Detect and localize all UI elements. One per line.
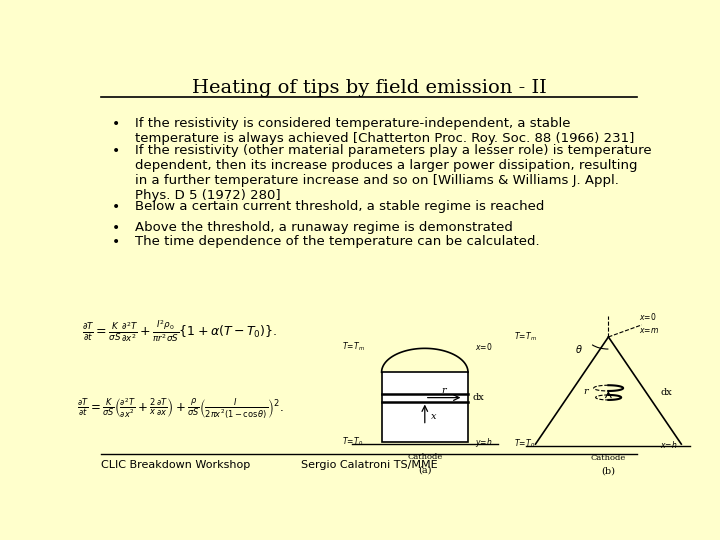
Text: $T\!=\!T_0$: $T\!=\!T_0$ [514, 438, 536, 450]
Text: •: • [112, 144, 120, 158]
Text: If the resistivity (other material parameters play a lesser role) is temperature: If the resistivity (other material param… [135, 144, 652, 202]
Text: Cathode: Cathode [408, 453, 442, 461]
Text: (a): (a) [418, 466, 431, 475]
Text: dx: dx [660, 388, 672, 397]
Text: Heating of tips by field emission - II: Heating of tips by field emission - II [192, 79, 546, 97]
Text: CLIC Breakdown Workshop: CLIC Breakdown Workshop [101, 460, 251, 470]
Text: $\frac{\partial T}{\partial t} = \frac{K}{\sigma S}\frac{\partial^2 T}{\partial : $\frac{\partial T}{\partial t} = \frac{K… [83, 318, 277, 343]
Text: $\frac{\partial T}{\partial t} = \frac{K}{\sigma S}\left(\frac{\partial^2 T}{\pa: $\frac{\partial T}{\partial t} = \frac{K… [77, 397, 283, 421]
Text: $T\!=\!T_m$: $T\!=\!T_m$ [514, 330, 537, 343]
Text: (b): (b) [601, 467, 616, 476]
Text: $T\!=\!T_m$: $T\!=\!T_m$ [342, 340, 365, 353]
Text: •: • [112, 235, 120, 249]
Text: $x\!=\!0$: $x\!=\!0$ [474, 341, 492, 352]
Text: $x\!=\!0$: $x\!=\!0$ [639, 310, 657, 322]
Text: •: • [112, 117, 120, 131]
Text: $x\!=\!h$: $x\!=\!h$ [660, 438, 678, 450]
Text: $y\!=\!h$: $y\!=\!h$ [474, 436, 492, 449]
Bar [382, 372, 468, 442]
Text: Above the threshold, a runaway regime is demonstrated: Above the threshold, a runaway regime is… [135, 221, 513, 234]
Text: r: r [441, 386, 446, 395]
Text: $T\!=\!T_0$: $T\!=\!T_0$ [342, 436, 363, 448]
Text: The time dependence of the temperature can be calculated.: The time dependence of the temperature c… [135, 235, 539, 248]
Text: r: r [583, 387, 588, 396]
Text: If the resistivity is considered temperature-independent, a stable
temperature i: If the resistivity is considered tempera… [135, 117, 634, 145]
Text: x: x [431, 412, 437, 421]
Text: •: • [112, 200, 120, 214]
Text: $\theta$: $\theta$ [575, 343, 583, 355]
Text: $x\!=\!m$: $x\!=\!m$ [639, 326, 660, 335]
Text: Below a certain current threshold, a stable regime is reached: Below a certain current threshold, a sta… [135, 200, 544, 213]
Text: •: • [112, 221, 120, 235]
Text: Cathode: Cathode [591, 455, 626, 462]
Text: Sergio Calatroni TS/MME: Sergio Calatroni TS/MME [301, 460, 437, 470]
Text: dx: dx [472, 393, 485, 402]
